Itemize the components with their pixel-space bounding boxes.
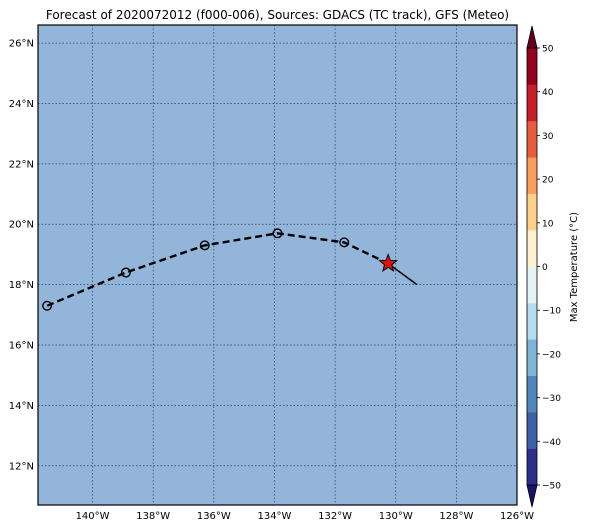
map-title: Forecast of 2020072012 (f000-006), Sourc… bbox=[45, 8, 510, 22]
lon-tick-label: 134°W bbox=[257, 511, 291, 522]
lat-tick-label: 24°N bbox=[9, 99, 34, 110]
lon-tick-label: 128°W bbox=[439, 511, 473, 522]
colorbar-tick-label: 0 bbox=[542, 263, 548, 273]
colorbar-tick-label: −30 bbox=[542, 394, 561, 404]
colorbar-tick-label: −10 bbox=[542, 307, 561, 317]
colorbar-tick-label: 30 bbox=[542, 132, 554, 142]
lon-tick-label: 138°W bbox=[136, 511, 170, 522]
lon-tick-label: 126°W bbox=[500, 511, 534, 522]
lon-tick-label: 130°W bbox=[379, 511, 413, 522]
colorbar-tick-label: −20 bbox=[542, 350, 561, 360]
colorbar-segment bbox=[527, 157, 537, 194]
lat-tick-label: 14°N bbox=[9, 401, 34, 412]
colorbar-segment bbox=[527, 230, 537, 267]
lon-tick-label: 140°W bbox=[76, 511, 110, 522]
lon-tick-label: 132°W bbox=[318, 511, 352, 522]
colorbar-tick-label: 40 bbox=[542, 88, 554, 98]
forecast-position-marker[interactable] bbox=[199, 240, 210, 251]
lat-tick-label: 12°N bbox=[9, 461, 34, 472]
colorbar-segment bbox=[527, 448, 537, 486]
forecast-track-line bbox=[46, 232, 389, 307]
colorbar-segment bbox=[527, 193, 537, 231]
map-panel[interactable]: 140°W 138°W 136°W 134°W 132°W 130°W 128°W 126°W… bbox=[9, 24, 534, 522]
colorbar-segment bbox=[527, 120, 537, 158]
map-border bbox=[37, 24, 518, 506]
colorbar-tick-label: −50 bbox=[542, 482, 561, 492]
lon-tick-label: 136°W bbox=[197, 511, 231, 522]
lat-tick-label: 16°N bbox=[9, 341, 34, 352]
colorbar-segment bbox=[527, 48, 537, 85]
colorbar: 50 40 30 20 10 0 −10 −20 −30 −40 −50 Max Temperatur… bbox=[526, 25, 580, 508]
lat-tick-label: 20°N bbox=[9, 220, 34, 231]
colorbar-segment bbox=[527, 84, 537, 122]
past-track-line bbox=[387, 262, 418, 286]
forecast-position-marker[interactable] bbox=[272, 228, 283, 239]
colorbar-tick-label: 10 bbox=[542, 219, 554, 229]
current-position-star-icon[interactable] bbox=[378, 253, 399, 272]
colorbar-tick-label: −40 bbox=[542, 438, 561, 448]
colorbar-tick-label: 20 bbox=[542, 176, 554, 186]
lat-tick-label: 26°N bbox=[9, 39, 34, 50]
lat-tick-label: 18°N bbox=[9, 280, 34, 291]
colorbar-segment bbox=[527, 339, 537, 377]
colorbar-extend-max bbox=[526, 25, 538, 49]
colorbar-segment bbox=[527, 375, 537, 413]
ocean-background bbox=[38, 25, 517, 505]
colorbar-segment bbox=[527, 302, 537, 340]
colorbar-label: Max Temperature (°C) bbox=[569, 212, 580, 322]
forecast-position-marker[interactable] bbox=[42, 300, 53, 311]
forecast-position-marker[interactable] bbox=[339, 237, 350, 248]
lat-tick-label: 22°N bbox=[9, 159, 34, 170]
forecast-position-marker[interactable] bbox=[120, 267, 131, 278]
colorbar-segment bbox=[527, 266, 537, 304]
colorbar-segment bbox=[527, 412, 537, 449]
colorbar-extend-min bbox=[526, 484, 538, 508]
colorbar-tick-label: 50 bbox=[542, 45, 554, 55]
